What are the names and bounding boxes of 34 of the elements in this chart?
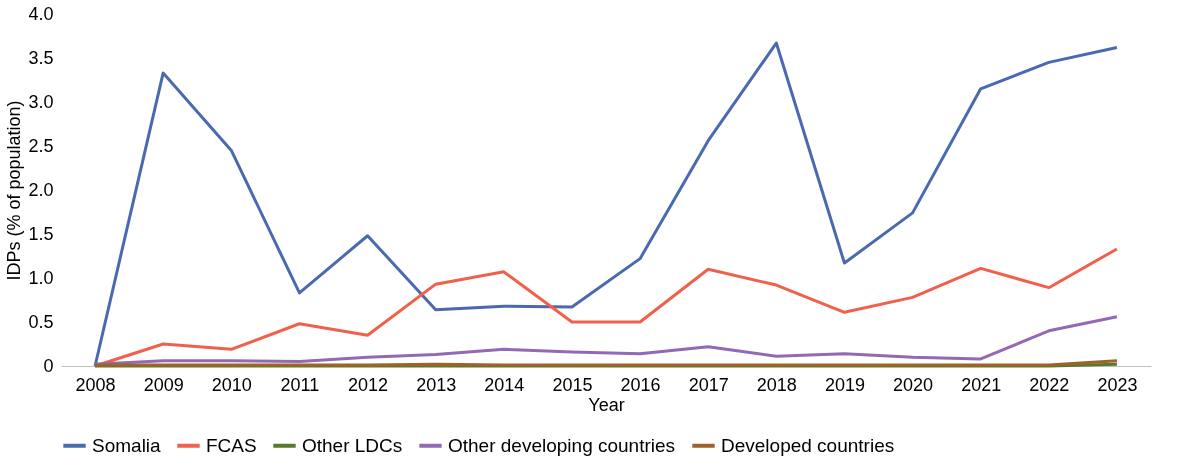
x-tick-label: 2022 xyxy=(1029,374,1070,395)
x-tick-label: 2010 xyxy=(211,374,252,395)
x-axis-title: Year xyxy=(588,394,625,415)
x-tick-label: 2015 xyxy=(552,374,593,395)
legend-label: Somalia xyxy=(92,434,162,456)
y-tick-label: 3.5 xyxy=(28,47,54,68)
legend-label: Other LDCs xyxy=(302,434,403,456)
x-tick-label: 2014 xyxy=(484,374,525,395)
x-tick-label: 2019 xyxy=(824,374,865,395)
x-tick-label: 2016 xyxy=(620,374,661,395)
y-tick-label: 0.5 xyxy=(28,311,54,332)
x-tick-label: 2020 xyxy=(893,374,934,395)
y-tick-label: 4.0 xyxy=(28,3,54,24)
x-tick-label: 2009 xyxy=(143,374,184,395)
x-tick-label: 2012 xyxy=(348,374,389,395)
y-tick-label: 3.0 xyxy=(28,91,54,112)
legend-label: FCAS xyxy=(206,434,257,456)
x-tick-label: 2018 xyxy=(756,374,797,395)
legend-label: Developed countries xyxy=(721,434,895,456)
x-tick-label: 2023 xyxy=(1097,374,1138,395)
legend-label: Other developing countries xyxy=(448,434,676,456)
y-tick-label: 0 xyxy=(43,355,54,376)
y-axis-title: IDPs (% of population) xyxy=(4,100,25,281)
x-tick-label: 2013 xyxy=(416,374,457,395)
y-tick-label: 2.0 xyxy=(28,179,54,200)
y-tick-label: 1.5 xyxy=(28,223,54,244)
x-tick-label: 2011 xyxy=(280,374,320,395)
x-tick-label: 2017 xyxy=(688,374,729,395)
line-series xyxy=(93,41,1119,368)
y-tick-label: 2.5 xyxy=(28,135,54,156)
line-series xyxy=(93,315,1119,366)
x-tick-label: 2021 xyxy=(961,374,1002,395)
y-tick-label: 1.0 xyxy=(28,267,54,288)
x-tick-label: 2008 xyxy=(75,374,116,395)
